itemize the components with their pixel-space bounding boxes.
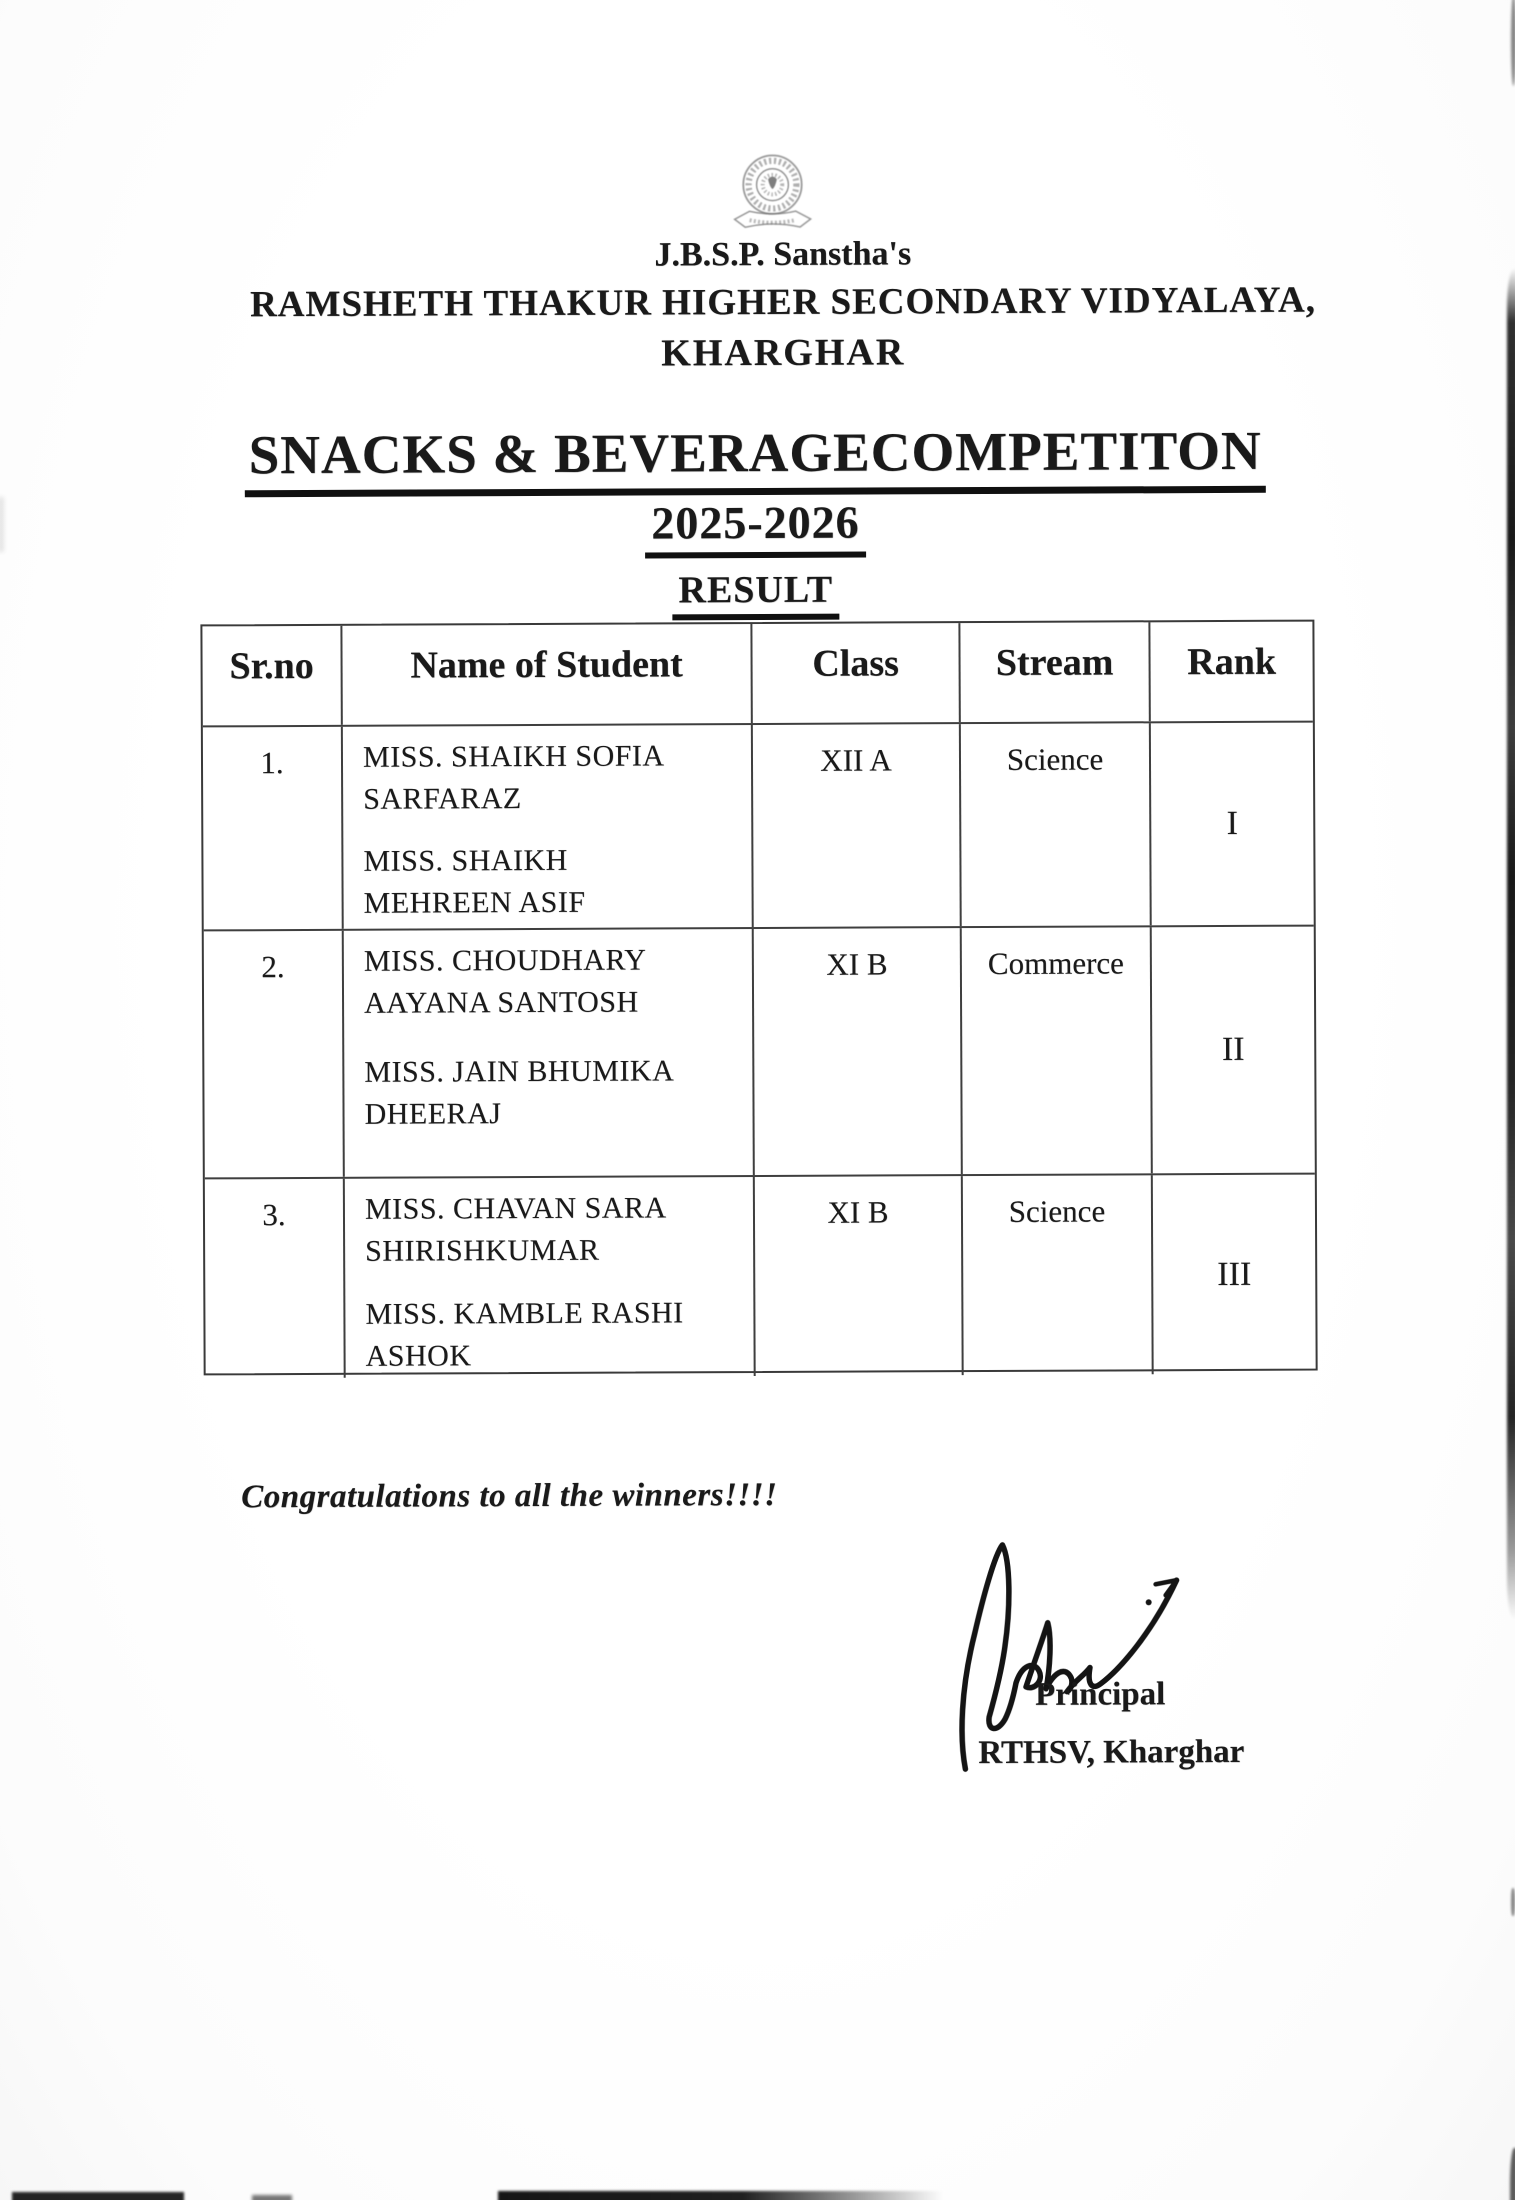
student-name-line: AAYANA SANTOSH [363,985,639,1020]
cell-stream: Science [962,1175,1154,1376]
cell-class: XI B [753,928,963,1176]
student-name-line: MISS. JAIN BHUMIKA [364,1054,675,1089]
student-name-line: ASHOK [365,1339,472,1373]
table-row: 3. MISS. CHAVAN SARA SHIRISHKUMAR MISS. … [204,1175,1316,1379]
cell-rank: II [1221,1030,1245,1068]
table-row: 2. MISS. CHOUDHARY AAYANA SANTOSH MISS. … [203,926,1315,1180]
table-header-row: Sr.no Name of Student Class Stream Rank [202,621,1313,728]
school-seal-icon [718,152,826,244]
student-name-line: SARFARAZ [363,782,522,816]
column-header-class: Class [752,623,961,724]
result-heading-text: RESULT [672,568,840,621]
school-name: RAMSHETH THAKUR HIGHER SECONDARY VIDYALA… [249,279,1317,326]
competition-title: SNACKS & BEVERAGECOMPETITON [0,418,1513,498]
scan-artifact-top-right [1511,0,1515,86]
principal-signature-icon [952,1536,1203,1777]
column-header-stream: Stream [960,622,1151,723]
cell-rank: III [1217,1255,1252,1293]
name-spacer [365,1271,745,1294]
cell-srno: 3. [204,1178,346,1379]
signatory-organization: RTHSV, Kharghar [978,1733,1245,1772]
congratulations-note: Congratulations to all the winners!!!! [241,1476,778,1516]
student-name-line: MISS. CHAVAN SARA [364,1191,667,1226]
student-name-line: MISS. SHAIKH [363,843,568,878]
student-name-line: MISS. SHAIKH SOFIA [362,739,665,774]
school-city: KHARGHAR [661,331,906,375]
student-name-line: DHEERAJ [364,1097,502,1131]
cell-srno: 2. [203,930,345,1178]
cell-name: MISS. CHAVAN SARA SHIRISHKUMAR MISS. KAM… [344,1177,756,1378]
academic-year-text: 2025-2026 [645,496,866,559]
student-name-line: MISS. KAMBLE RASHI [365,1296,684,1331]
cell-name: MISS. CHOUDHARY AAYANA SANTOSH MISS. JAI… [343,929,755,1177]
organization-name: J.B.S.P. Sanstha's [654,235,912,274]
cell-name: MISS. SHAIKH SOFIA SARFARAZ MISS. SHAIKH… [342,725,754,929]
student-name-line: MEHREEN ASIF [363,885,586,920]
cell-rank: I [1226,804,1239,842]
student-name-line: MISS. CHOUDHARY [363,943,647,978]
column-header-srno: Sr.no [202,625,343,726]
academic-year: 2025-2026 [0,493,1513,559]
result-heading: RESULT [0,565,1513,621]
signatory-title: Principal [1034,1676,1166,1713]
student-name-line: SHIRISHKUMAR [365,1233,600,1268]
result-table: Sr.no Name of Student Class Stream Rank … [200,619,1318,1379]
name-spacer [363,819,743,841]
competition-title-text: SNACKS & BEVERAGECOMPETITON [244,419,1266,498]
column-header-name: Name of Student [342,624,753,725]
cell-class: XI B [754,1176,964,1377]
cell-class: XII A [752,724,962,928]
cell-srno: 1. [202,726,344,930]
cell-stream: Commerce [961,927,1153,1175]
cell-stream: Science [960,723,1152,927]
table-row: 1. MISS. SHAIKH SOFIA SARFARAZ MISS. SHA… [202,722,1314,932]
column-header-rank: Rank [1187,640,1277,684]
name-spacer [364,1023,744,1052]
